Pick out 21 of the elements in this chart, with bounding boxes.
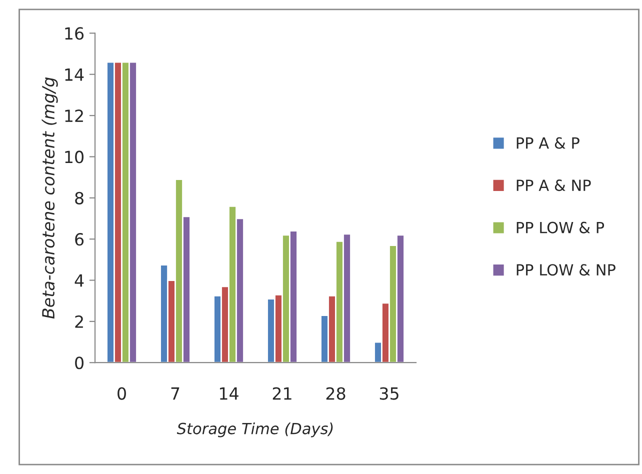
legend-label: PP LOW & NP bbox=[516, 264, 616, 276]
x-tick-label: 0 bbox=[118, 387, 126, 400]
y-tick-label: 12 bbox=[65, 110, 83, 122]
legend-label: PP LOW & P bbox=[516, 222, 604, 234]
y-tick-label: 0 bbox=[75, 356, 84, 370]
x-axis-title: Storage Time (Days) bbox=[176, 422, 333, 438]
x-tick-label: 7 bbox=[171, 387, 180, 400]
y-axis-title: Beta-carotene content (mg/g bbox=[42, 77, 58, 319]
y-tick-label: 10 bbox=[65, 150, 84, 164]
y-tick-label: 14 bbox=[65, 68, 84, 81]
x-tick-label: 35 bbox=[380, 387, 398, 400]
y-tick-label: 8 bbox=[75, 192, 84, 204]
y-tick-label: 2 bbox=[75, 315, 83, 328]
y-tick-label: 4 bbox=[74, 274, 84, 287]
y-tick-label: 6 bbox=[75, 233, 84, 246]
legend-label: PP A & P bbox=[516, 137, 580, 149]
x-tick-label: 21 bbox=[272, 387, 292, 400]
x-tick-label: 28 bbox=[326, 387, 346, 400]
y-tick-label: 16 bbox=[65, 27, 84, 40]
x-tick-label: 14 bbox=[220, 387, 238, 400]
legend-label: PP A & NP bbox=[516, 180, 591, 192]
